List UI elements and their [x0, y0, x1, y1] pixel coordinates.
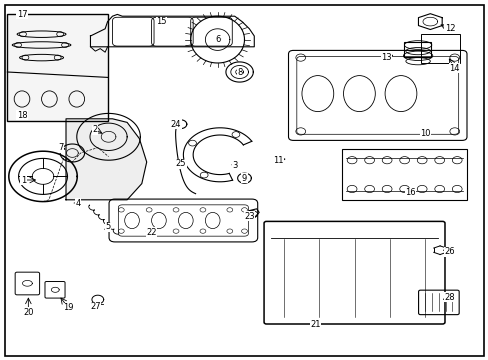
Bar — [7, 14, 107, 121]
Text: 10: 10 — [419, 129, 430, 138]
Text: 15: 15 — [156, 17, 166, 26]
Text: 25: 25 — [175, 159, 186, 168]
Text: 19: 19 — [63, 303, 74, 312]
Text: 26: 26 — [444, 248, 454, 256]
Bar — [420, 34, 459, 63]
Text: 23: 23 — [244, 212, 254, 220]
Text: 7: 7 — [59, 143, 63, 152]
Text: 2: 2 — [93, 125, 98, 134]
Text: 22: 22 — [146, 228, 157, 237]
Text: 1: 1 — [21, 176, 26, 185]
Text: 27: 27 — [90, 302, 101, 311]
Text: 16: 16 — [405, 188, 415, 197]
Text: 18: 18 — [17, 111, 27, 120]
Text: 13: 13 — [380, 53, 391, 62]
Text: 24: 24 — [170, 120, 181, 129]
Text: 11: 11 — [273, 156, 284, 165]
Text: 17: 17 — [17, 10, 27, 19]
Bar — [404, 42, 430, 57]
Polygon shape — [66, 119, 146, 200]
Text: 5: 5 — [105, 222, 110, 231]
Text: 4: 4 — [76, 199, 81, 208]
Text: 6: 6 — [215, 35, 220, 44]
Text: 8: 8 — [237, 68, 242, 77]
Text: 20: 20 — [23, 307, 34, 317]
Text: 21: 21 — [309, 320, 320, 329]
Text: 3: 3 — [232, 161, 237, 170]
Text: 14: 14 — [448, 64, 459, 73]
Text: 28: 28 — [444, 292, 454, 302]
Text: 9: 9 — [242, 174, 246, 183]
Bar — [342, 149, 466, 200]
Text: 12: 12 — [444, 24, 454, 33]
